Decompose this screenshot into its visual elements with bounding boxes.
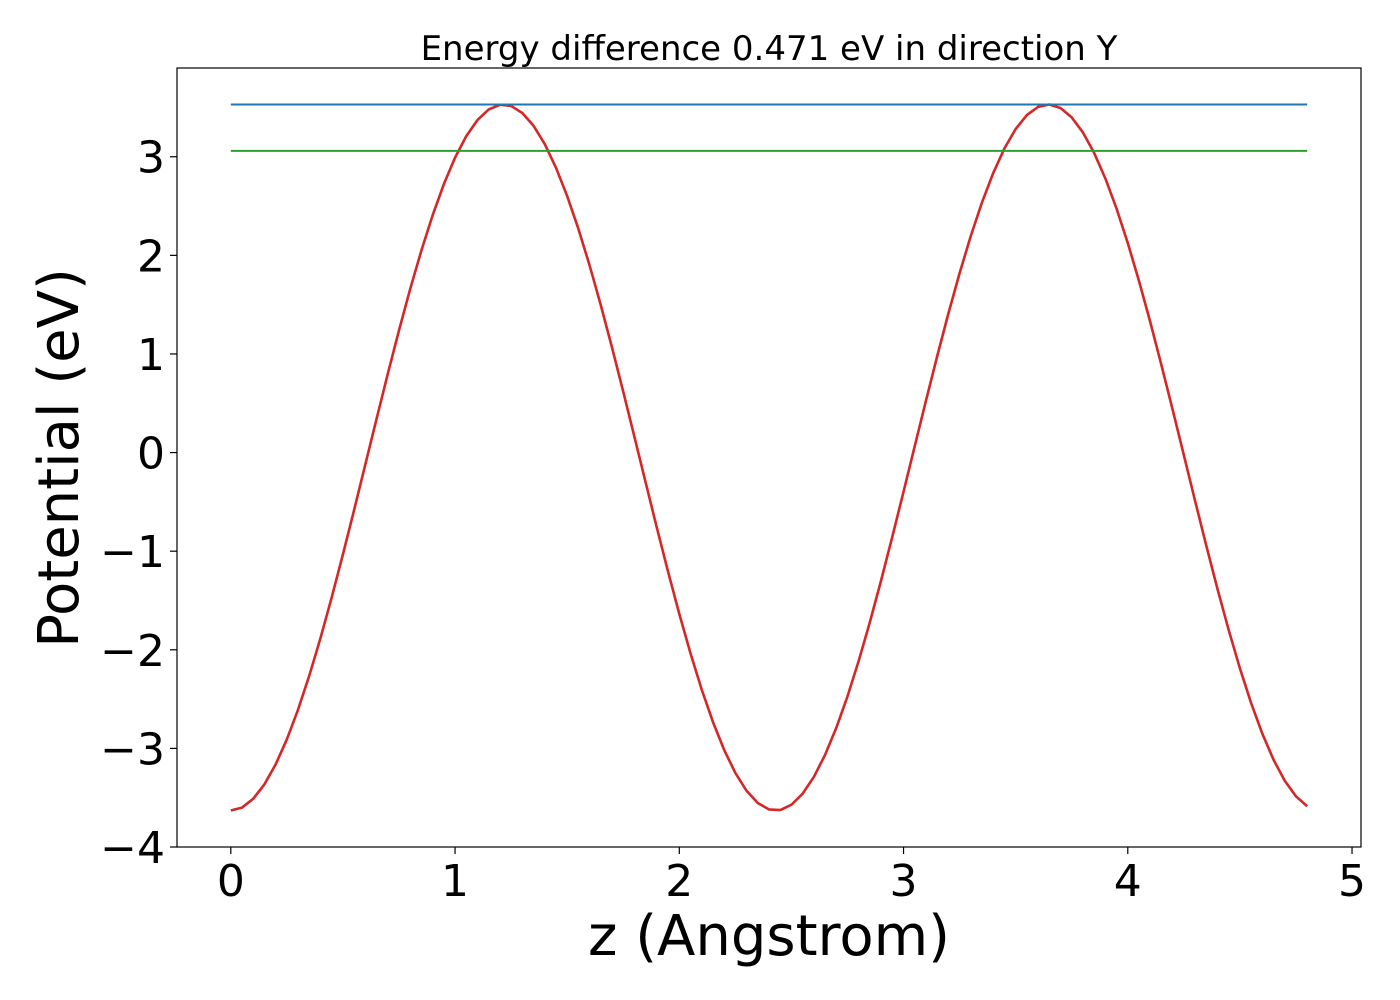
y-tick-label: 3 <box>137 133 165 184</box>
y-tick-label: 1 <box>137 330 165 381</box>
plot-frame <box>176 67 1362 848</box>
y-tick-label: −4 <box>100 823 165 874</box>
plot-lines <box>230 103 1309 812</box>
x-tick-label: 2 <box>665 856 693 907</box>
x-tick-label: 3 <box>890 856 918 907</box>
x-tick-label: 1 <box>441 856 469 907</box>
x-axis: 0 1 2 3 4 5 <box>217 847 1366 907</box>
series-line-0 <box>230 103 1309 812</box>
x-axis-label: z (Angstrom) <box>588 904 950 969</box>
x-tick-label: 4 <box>1114 856 1142 907</box>
y-axis: −4 −3 −2 −1 0 1 2 3 <box>100 133 177 874</box>
x-tick-label: 0 <box>217 856 245 907</box>
x-tick-label: 5 <box>1338 856 1366 907</box>
y-axis-label: Potential (eV) <box>27 268 92 648</box>
y-tick-label: −3 <box>100 724 165 775</box>
chart-title: Energy difference 0.471 eV in direction … <box>421 29 1118 69</box>
y-tick-label: −1 <box>100 527 165 578</box>
y-tick-label: −2 <box>100 626 165 677</box>
y-tick-label: 0 <box>137 429 165 480</box>
y-tick-label: 2 <box>137 231 165 282</box>
